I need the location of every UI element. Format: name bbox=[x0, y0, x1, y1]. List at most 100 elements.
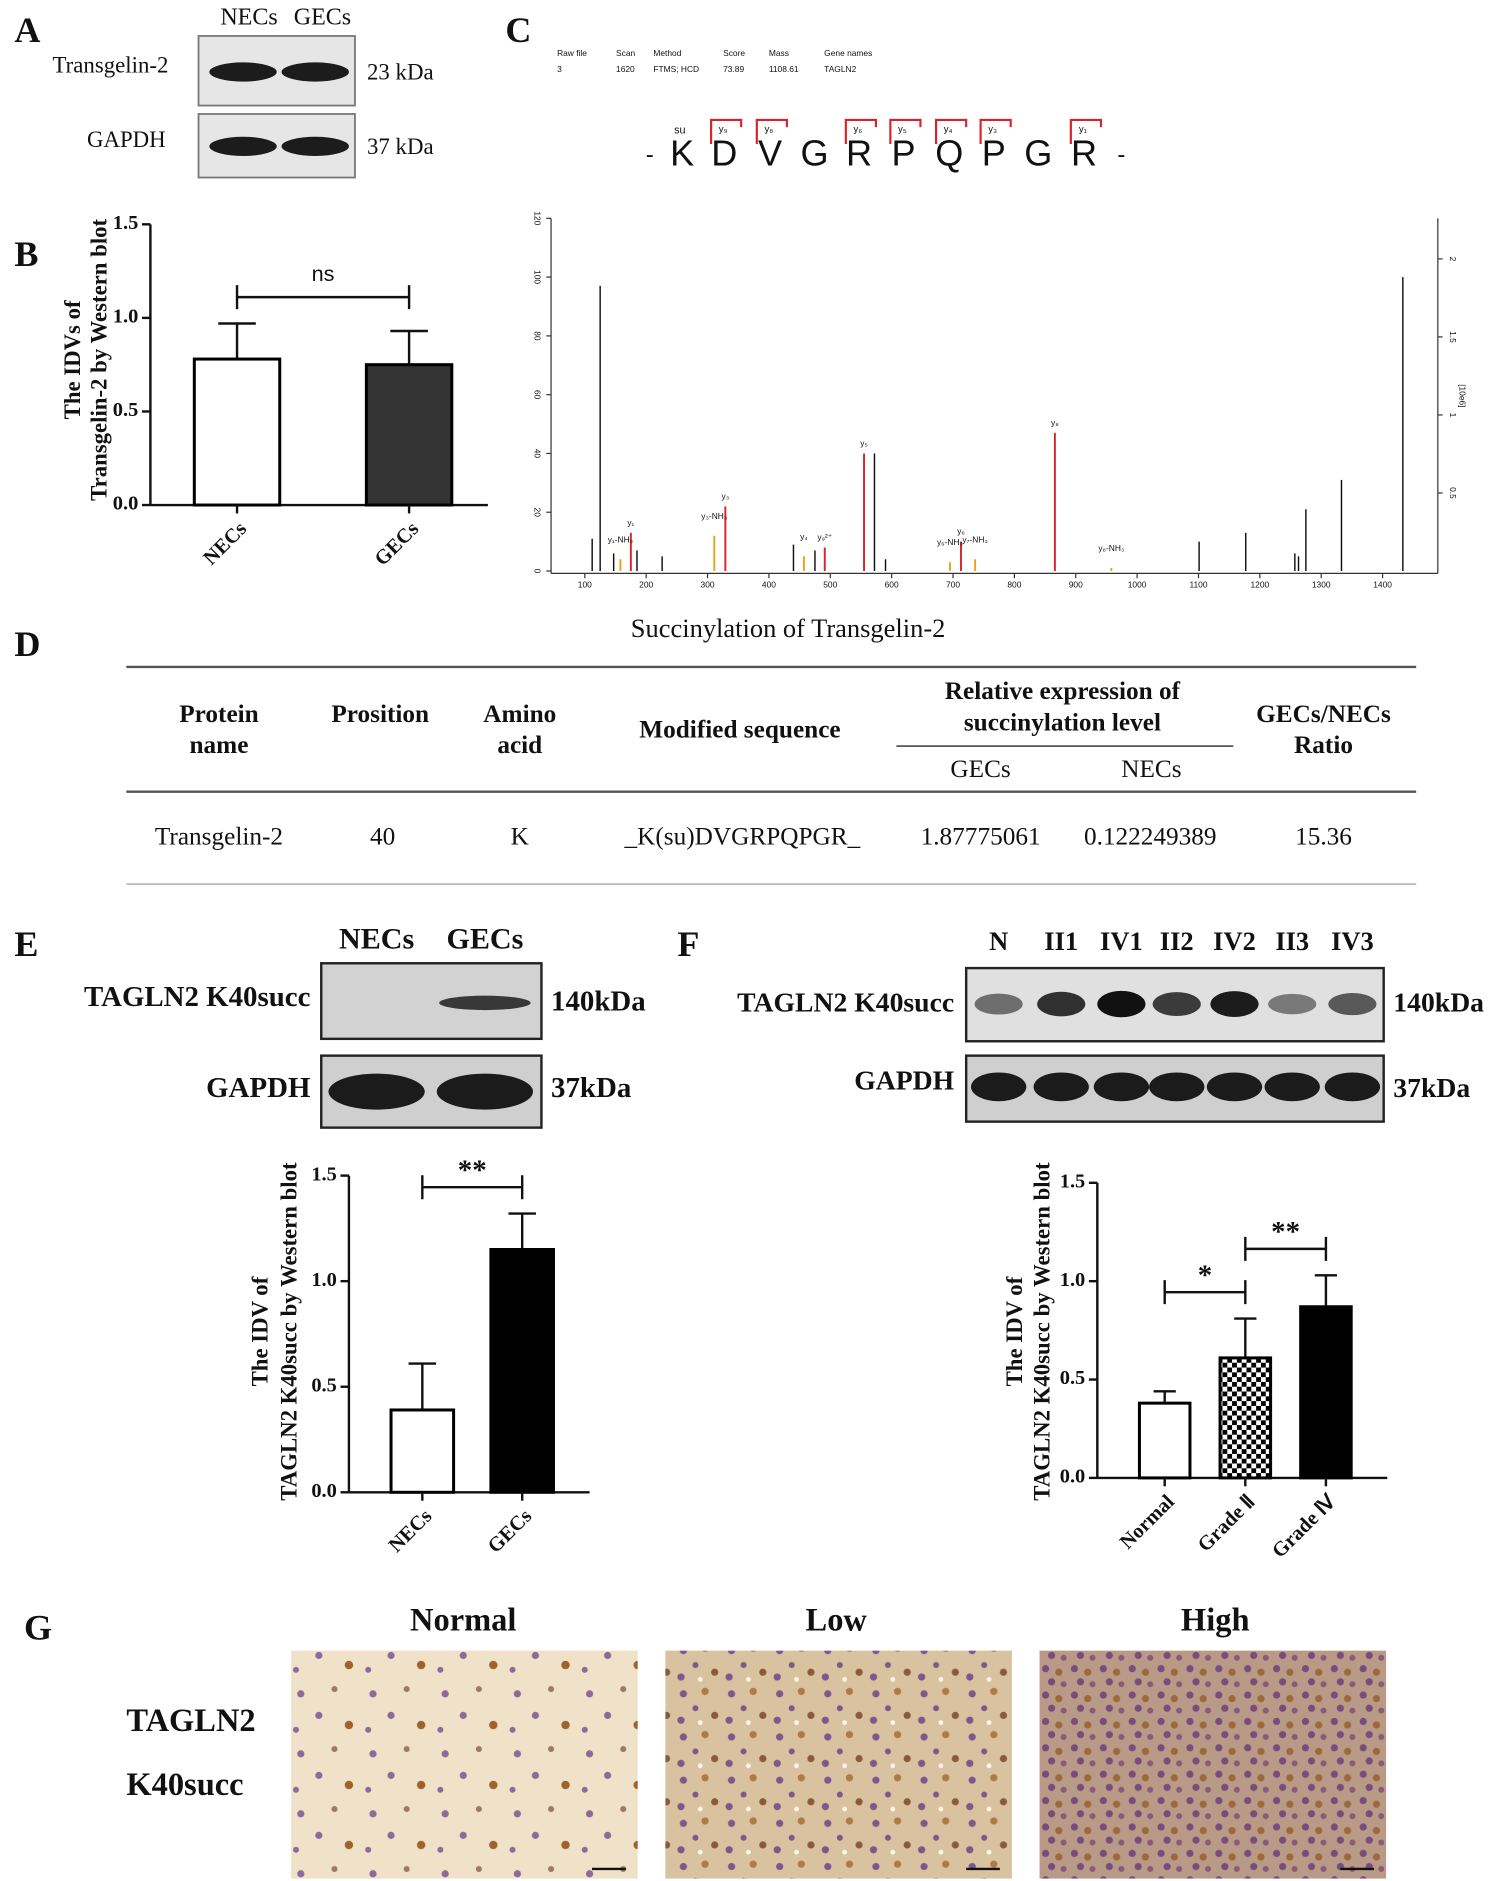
lane-label: N bbox=[989, 926, 1008, 956]
table-title: Succinylation of Transgelin-2 bbox=[631, 613, 946, 643]
x-tick-label: 200 bbox=[639, 580, 653, 590]
y-axis-label: The IDV of bbox=[248, 1276, 273, 1386]
blot-band bbox=[209, 62, 277, 82]
row-label: TAGLN2 K40succ bbox=[84, 981, 311, 1013]
ihc-image bbox=[291, 1650, 638, 1879]
residue: K bbox=[670, 132, 694, 173]
peak-label: y₉²⁺ bbox=[817, 532, 832, 542]
row-label: TAGLN2 bbox=[126, 1703, 255, 1739]
significance-bracket bbox=[1163, 1280, 1247, 1305]
y-tick-label: 40 bbox=[532, 449, 542, 459]
bar bbox=[389, 1408, 456, 1494]
row-label: TAGLN2 K40succ bbox=[737, 987, 954, 1018]
ion-label: y₈ bbox=[764, 124, 773, 135]
y2-tick-label: 1.5 bbox=[1448, 331, 1458, 343]
table-cell: 1.87775061 bbox=[921, 823, 1041, 850]
table-cell: _K(su)DVGRPQPGR_ bbox=[623, 823, 860, 850]
y-axis-label: Transgelin-2 by Western blot bbox=[86, 218, 111, 500]
peak-label: y₆ bbox=[957, 526, 965, 536]
y2-tick-label: 1 bbox=[1448, 413, 1458, 418]
ion-label: y₄ bbox=[944, 124, 953, 135]
peak-label: y₁ bbox=[627, 517, 634, 527]
table-header: Ratio bbox=[1294, 732, 1353, 759]
y-tick-label: 1.0 bbox=[113, 306, 139, 328]
peak-label: y₃ bbox=[722, 491, 730, 501]
residue: P bbox=[892, 132, 916, 173]
x-tick-label: 1400 bbox=[1373, 580, 1392, 590]
residue: Q bbox=[935, 132, 963, 173]
table-cell: 0.122249389 bbox=[1084, 823, 1217, 850]
y-tick-label: 120 bbox=[532, 211, 542, 225]
blot-band bbox=[1210, 991, 1259, 1017]
x-tick-label: 1200 bbox=[1251, 580, 1270, 590]
x-tick-label: GECs bbox=[371, 518, 424, 570]
column-label: High bbox=[1181, 1603, 1250, 1639]
x-tick-label: 700 bbox=[946, 580, 960, 590]
residue: R bbox=[1071, 132, 1097, 173]
bar bbox=[1218, 1356, 1273, 1480]
header-field: Mass bbox=[769, 48, 789, 58]
x-tick-label: 900 bbox=[1069, 580, 1083, 590]
fragment-bracket bbox=[755, 118, 788, 144]
x-tick-label: 100 bbox=[578, 580, 592, 590]
ihc-image bbox=[665, 1650, 1012, 1879]
panel-label: G bbox=[24, 1608, 52, 1648]
lane-label: GECs bbox=[446, 923, 523, 956]
y-tick-label: 60 bbox=[532, 390, 542, 400]
row-label: GAPDH bbox=[87, 127, 166, 152]
blot-band bbox=[1033, 1072, 1089, 1102]
y-tick-label: 20 bbox=[532, 508, 542, 518]
peak-label: y₅ bbox=[860, 438, 868, 448]
blot-band bbox=[1149, 1072, 1205, 1102]
panel-label: E bbox=[14, 924, 38, 964]
size-label: 23 kDa bbox=[367, 60, 434, 85]
lane-label: NECs bbox=[339, 923, 414, 956]
fragment-bracket bbox=[844, 118, 878, 144]
x-tick-label: NECs bbox=[199, 518, 251, 570]
y-tick-label: 0.5 bbox=[1060, 1367, 1086, 1389]
panel-label: A bbox=[14, 10, 40, 50]
blot-band bbox=[209, 136, 277, 156]
y-tick-label: 1.5 bbox=[113, 212, 139, 234]
row-label: Transgelin-2 bbox=[53, 52, 169, 77]
header-value: 1620 bbox=[616, 64, 635, 74]
x-tick-label: 800 bbox=[1007, 580, 1021, 590]
y2-axis-label: [10e6] bbox=[1458, 384, 1468, 407]
header-value: 1108.61 bbox=[769, 64, 799, 74]
column-label: Normal bbox=[410, 1603, 516, 1639]
size-label: 37 kDa bbox=[367, 134, 434, 159]
residue: P bbox=[982, 132, 1006, 173]
bar bbox=[489, 1248, 555, 1494]
bar bbox=[192, 357, 282, 507]
row-label: GAPDH bbox=[854, 1065, 954, 1096]
blot-band bbox=[1037, 991, 1086, 1017]
ion-label: y₉ bbox=[719, 124, 728, 135]
table-header: succinylation level bbox=[964, 709, 1161, 736]
fragment-bracket bbox=[979, 118, 1012, 144]
fragment-bracket bbox=[935, 118, 968, 144]
table-header: GECs/NECs bbox=[1256, 701, 1391, 728]
lane-label: II3 bbox=[1275, 926, 1309, 956]
lane-label: GECs bbox=[294, 5, 351, 31]
table-cell: K bbox=[511, 823, 529, 850]
table-header: Modified sequence bbox=[639, 717, 840, 744]
lane-label: II1 bbox=[1044, 926, 1078, 956]
bar bbox=[1299, 1305, 1353, 1480]
y2-tick-label: 0.5 bbox=[1448, 487, 1458, 499]
table-subheader: NECs bbox=[1121, 756, 1181, 783]
y-tick-label: 1.5 bbox=[311, 1163, 337, 1185]
header-field: Scan bbox=[616, 48, 635, 58]
x-tick-label: 400 bbox=[762, 580, 776, 590]
y-axis-label: TAGLN2 K40succ by Western blot bbox=[1030, 1162, 1055, 1501]
blot-band bbox=[970, 1072, 1027, 1102]
header-value: 3 bbox=[557, 64, 562, 74]
table-header: Amino bbox=[483, 701, 556, 728]
lane-label: IV2 bbox=[1213, 926, 1256, 956]
y-tick-label: 0.5 bbox=[113, 399, 139, 421]
row-label: GAPDH bbox=[206, 1072, 310, 1104]
blot-band bbox=[1324, 1072, 1381, 1102]
header-field: Score bbox=[723, 48, 745, 58]
blot-band bbox=[328, 1073, 425, 1110]
ihc-image bbox=[1039, 1650, 1387, 1879]
